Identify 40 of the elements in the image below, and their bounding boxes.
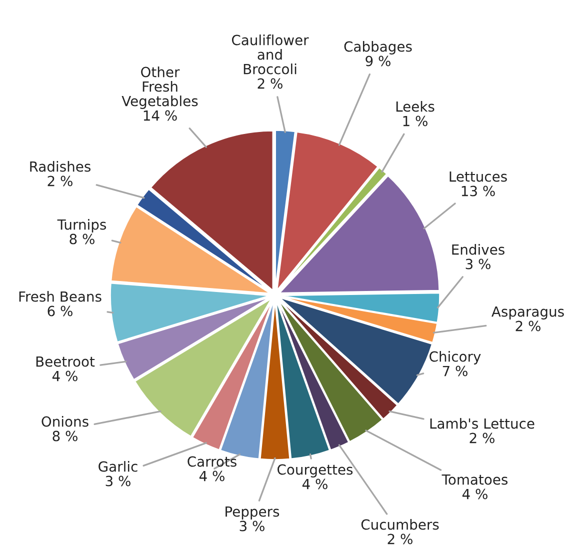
data-label: 4 % [462,488,488,500]
slice-label: Cabbages [344,41,412,54]
slice-label: Chicory [430,351,481,364]
data-label: 4 % [302,478,328,490]
slice-label: Other Fresh Vegetables [122,66,198,109]
data-label: 3 % [466,258,490,270]
slice-label: Radishes [30,161,90,172]
data-label: 4 % [199,470,224,482]
data-label: 3 % [106,476,130,486]
slice-label: Peppers [226,506,280,520]
data-label: 7 % [442,366,468,376]
data-label: 4 % [52,370,78,382]
slice-label: Lamb's Lettuce [430,418,534,429]
data-label: 8 % [52,430,78,442]
slice-label: Turnips [57,219,106,232]
slice-label: Asparagus [492,306,564,320]
data-label: 2 % [388,534,412,544]
data-label: 2 % [516,320,540,332]
slice-label: Tomatoes [442,474,508,485]
slice-label: Garlic [98,461,138,472]
slice-label: Courgettes [278,464,353,478]
slice-label: Cucumbers [361,519,439,530]
slice-label: Lettuces [450,171,507,182]
slice-label: Fresh Beans [19,291,102,302]
data-label: 2 % [258,78,282,89]
slice-label: Carrots [188,456,236,467]
slice-label: Onions [42,416,88,427]
data-label: 8 % [70,234,94,244]
slice-label: Beetroot [36,356,95,367]
slice-label: Cauliflower and Broccoli [232,34,309,74]
data-label: 1 % [403,116,428,126]
data-label: 3 % [240,520,264,532]
slice-label: Leeks [396,101,434,112]
data-label: 14 % [144,110,177,121]
slice-label: Endives [452,244,504,255]
data-label: 6 % [48,306,72,316]
data-label: 13 % [462,186,495,196]
data-label: 2 % [48,176,72,186]
data-label: 2 % [470,432,494,444]
data-label: 9 % [366,56,390,66]
